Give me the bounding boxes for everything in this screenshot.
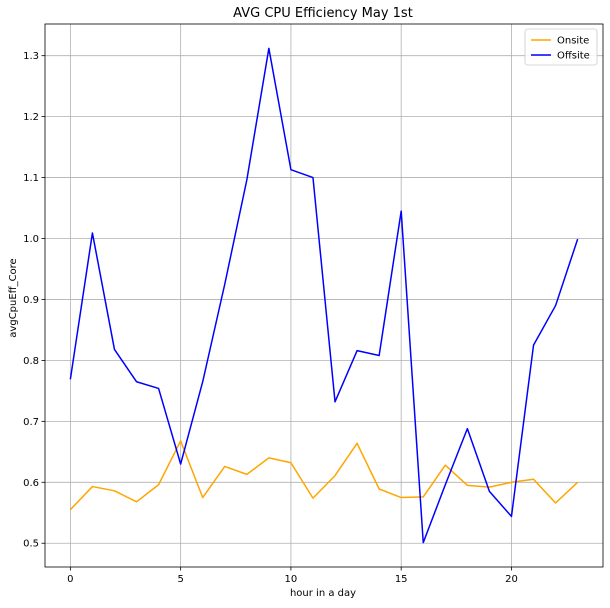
y-tick-label: 0.7 [23, 417, 39, 428]
x-tick-label: 10 [285, 574, 298, 585]
legend-label-onsite: Onsite [557, 36, 589, 47]
y-tick-label: 0.5 [23, 539, 39, 550]
legend-box [524, 28, 598, 66]
y-tick-label: 1.1 [23, 173, 39, 184]
x-axis-label: hour in a day [290, 588, 356, 599]
x-tick-label: 20 [505, 574, 518, 585]
legend: Onsite Offsite [524, 28, 598, 66]
axes-layer: 0 5 10 15 20 0.5 0.6 0.7 0.8 0.9 1.0 1.1 1.2 1.3 [23, 23, 604, 585]
series-line-offsite [69, 47, 579, 544]
x-tick-label: 5 [177, 574, 183, 585]
series-layer [69, 47, 579, 544]
grid-layer [45, 24, 603, 567]
x-tick-label: 15 [395, 574, 408, 585]
y-tick-label: 0.9 [23, 295, 39, 306]
y-tick-label: 1.0 [23, 234, 39, 245]
x-tick-label: 0 [67, 574, 73, 585]
y-tick-label: 0.8 [23, 356, 39, 367]
plot-frame [44, 23, 604, 568]
y-axis-label: avgCpuEff_Core [8, 258, 19, 337]
y-tick-label: 1.3 [23, 51, 39, 62]
series-line-onsite [69, 440, 579, 511]
y-tick-label: 0.6 [23, 478, 39, 489]
chart-title: AVG CPU Efficiency May 1st [233, 6, 413, 21]
y-tick-label: 1.2 [23, 112, 39, 123]
legend-label-offsite: Offsite [557, 51, 590, 62]
